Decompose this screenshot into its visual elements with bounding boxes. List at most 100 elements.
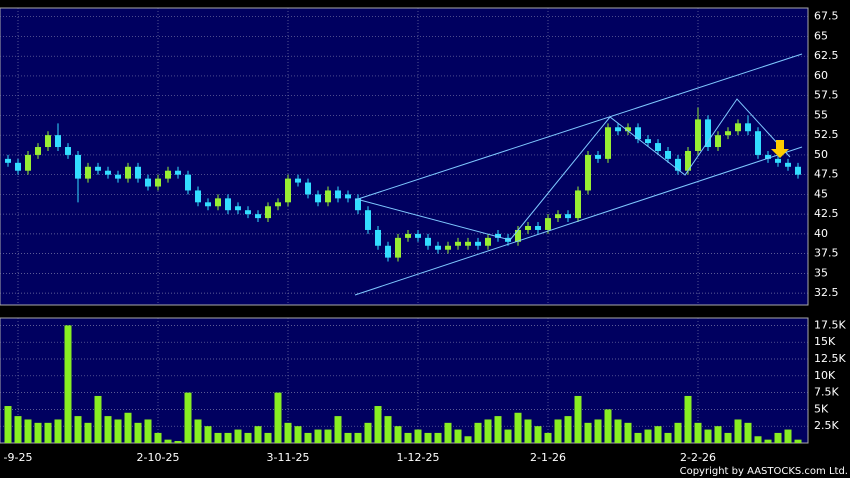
- candle-body: [145, 178, 151, 187]
- candle-body: [655, 143, 661, 151]
- candle-body: [525, 226, 531, 230]
- candle-body: [425, 237, 431, 246]
- volume-bar: [714, 426, 722, 443]
- candle-body: [765, 154, 771, 159]
- volume-bar: [354, 432, 362, 443]
- volume-bar: [114, 419, 122, 443]
- volume-bar: [744, 422, 752, 443]
- trend-lines: [354, 53, 803, 296]
- y-tick-label: 47.5: [814, 168, 839, 181]
- candle-body: [95, 166, 101, 171]
- candle-body: [365, 210, 371, 230]
- volume-bar: [674, 422, 682, 443]
- candle-body: [565, 214, 571, 219]
- volume-bar: [694, 422, 702, 443]
- volume-bar: [144, 419, 152, 443]
- candle-body: [625, 127, 631, 132]
- volume-bar: [624, 422, 632, 443]
- volume-bar: [314, 429, 322, 443]
- candle-body: [405, 233, 411, 238]
- candle-body: [35, 147, 41, 155]
- volume-bar: [104, 416, 112, 443]
- candle-body: [605, 127, 611, 159]
- volume-bar: [734, 419, 742, 443]
- y-tick-label: 42.5: [814, 207, 839, 220]
- candle-body: [665, 150, 671, 159]
- volume-bar: [494, 416, 502, 443]
- volume-bar: [504, 429, 512, 443]
- candle-body: [455, 241, 461, 246]
- price-panel: [0, 7, 809, 306]
- y-tick-label: 37.5: [814, 247, 839, 260]
- candle-body: [25, 154, 31, 171]
- x-tick-label: 3-11-25: [267, 451, 310, 464]
- volume-bar: [224, 432, 232, 443]
- volume-bar: [94, 395, 102, 443]
- candle-body: [775, 158, 781, 163]
- candle-body: [305, 182, 311, 195]
- candle-body: [225, 198, 231, 211]
- candle-body: [285, 178, 291, 203]
- candle-body: [695, 119, 701, 151]
- volume-bar: [124, 412, 132, 443]
- volume-bar: [14, 416, 22, 443]
- volume-bar: [54, 419, 62, 443]
- volume-bar: [184, 392, 192, 443]
- candle-body: [445, 245, 451, 250]
- volume-bar: [424, 432, 432, 443]
- candle-body: [675, 158, 681, 171]
- volume-bar: [334, 416, 342, 443]
- candle-body: [245, 210, 251, 215]
- volume-bar: [344, 432, 352, 443]
- volume-bar: [24, 419, 32, 443]
- volume-bar: [554, 419, 562, 443]
- candle-body: [185, 174, 191, 191]
- y-tick-label: 57.5: [814, 89, 839, 102]
- volume-bar: [74, 416, 82, 443]
- volume-bar: [664, 432, 672, 443]
- y2-tick-label: 15K: [814, 335, 836, 348]
- zigzag: [359, 98, 791, 241]
- volume-bar: [214, 432, 222, 443]
- volume-bar: [724, 432, 732, 443]
- candle-body: [715, 135, 721, 148]
- candle-body: [385, 245, 391, 258]
- candle-body: [585, 154, 591, 191]
- volume-bar: [414, 429, 422, 443]
- marks: 32.5 35 37.5 40 42.5 45 47.5 50 52.5 55 57.5 60 62.5…: [0, 8, 846, 464]
- volume-bar: [704, 429, 712, 443]
- volume-bar: [34, 422, 42, 443]
- volume-bar: [774, 432, 782, 443]
- volume-bar: [384, 416, 392, 443]
- candle-body: [745, 123, 751, 132]
- volume-bar: [234, 429, 242, 443]
- candle-body: [105, 170, 111, 175]
- y2-tick-label: 17.5K: [814, 318, 846, 331]
- candle-body: [235, 206, 241, 211]
- y-tick-label: 67.5: [814, 10, 839, 23]
- y-tick-label: 45: [814, 187, 828, 200]
- y2-tick-label: 5K: [814, 402, 829, 415]
- y2-tick-label: 10K: [814, 369, 836, 382]
- candle-body: [635, 127, 641, 140]
- y-tick-label: 60: [814, 69, 828, 82]
- y-tick-label: 32.5: [814, 286, 839, 299]
- volume-bar: [684, 395, 692, 443]
- candle-body: [725, 131, 731, 136]
- candle-body: [395, 237, 401, 258]
- x-tick-label: -9-25: [4, 451, 33, 464]
- volume-bar: [154, 432, 162, 443]
- volume-bar: [474, 422, 482, 443]
- volume-bar: [534, 426, 542, 443]
- candle-body: [5, 158, 11, 163]
- candle-body: [545, 218, 551, 230]
- y2-tick-label: 12.5K: [814, 352, 846, 365]
- volume-bar: [244, 432, 252, 443]
- y-tick-label: 50: [814, 148, 828, 161]
- y2-tick-label: 7.5K: [814, 386, 839, 399]
- volume-bar: [444, 422, 452, 443]
- volume-bar: [634, 432, 642, 443]
- candle-body: [255, 214, 261, 219]
- candle-body: [645, 139, 651, 144]
